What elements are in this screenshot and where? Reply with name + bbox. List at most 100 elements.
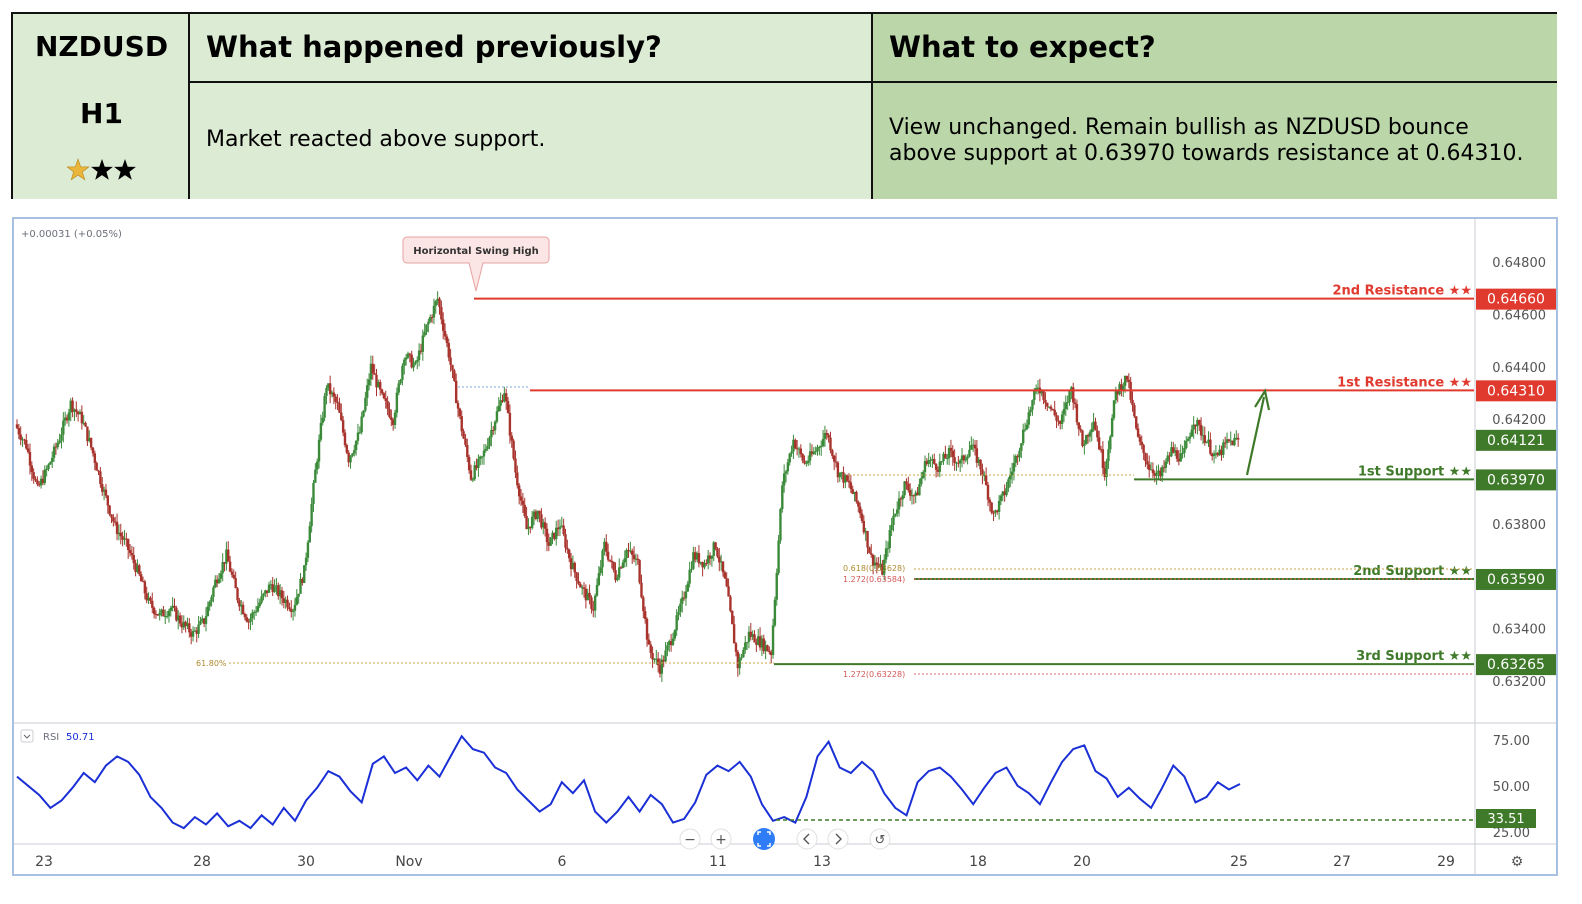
time-tick: 27 (1333, 854, 1351, 870)
candle-body (238, 600, 241, 607)
candle-body (52, 446, 56, 458)
candle-body (249, 618, 252, 622)
candle-body (957, 462, 960, 464)
candle-body (236, 588, 239, 601)
candle-body (890, 524, 893, 531)
candle-body (278, 590, 282, 597)
candle-body (1055, 415, 1058, 421)
candle-body (884, 548, 888, 560)
candle-body (51, 457, 54, 463)
callout-pointer (468, 262, 484, 292)
candle-body (225, 549, 228, 564)
candle-body (139, 574, 143, 582)
candle-body (907, 483, 910, 491)
candle-body (749, 631, 752, 637)
candle-body (1103, 468, 1106, 478)
price-chart[interactable]: +0.00031 (+0.05%) 2nd Resistance ★★ 1st R… (12, 217, 1558, 876)
scroll-right-button[interactable] (827, 828, 849, 850)
zoom-in-button[interactable] (710, 828, 732, 850)
zoom-out-button[interactable] (679, 828, 701, 850)
candle-body (280, 590, 284, 599)
candle-body (143, 581, 147, 594)
candle-body (299, 578, 302, 594)
candle-body (89, 437, 93, 448)
candle-body (460, 416, 463, 432)
candle-body (753, 634, 756, 643)
candle-body (406, 353, 410, 358)
candle-body (230, 571, 234, 575)
rsi-marker-tag (1476, 809, 1536, 828)
candle-body (247, 621, 250, 623)
candle-body (158, 612, 161, 616)
candle-body (1125, 375, 1129, 380)
candle-body (964, 458, 967, 461)
candle-body (623, 558, 626, 563)
candle-body (188, 623, 191, 633)
candle-body (853, 491, 856, 494)
candle-body (590, 597, 593, 609)
candle-body (703, 563, 706, 568)
candle-body (30, 465, 34, 473)
candle-body (386, 401, 389, 410)
candle-body (671, 638, 675, 645)
candle-body (490, 429, 493, 438)
candle-body (429, 317, 432, 322)
rating-stars (67, 158, 136, 181)
reset-scale-button[interactable] (753, 828, 775, 850)
candle-body (451, 364, 454, 371)
candle-body (210, 596, 213, 602)
expect-title: What to expect? (889, 30, 1156, 64)
candle-body (1042, 391, 1045, 400)
candle-body (816, 447, 819, 452)
candle-body (577, 580, 580, 584)
candle-body (397, 383, 400, 393)
candle-body (545, 528, 549, 543)
candle-body (732, 624, 736, 644)
candle-body (1083, 444, 1086, 446)
price-tag-box (1476, 654, 1556, 676)
candle-body (871, 554, 875, 566)
candle-body (102, 489, 106, 492)
candle-body (1079, 428, 1082, 431)
candle-body (599, 567, 602, 574)
candle-body (562, 525, 565, 535)
candle-body (997, 500, 1001, 512)
price-tag-value: 0.64660 (1487, 292, 1545, 308)
candle-body (123, 538, 126, 540)
candle-body (240, 604, 243, 607)
candle-body (475, 465, 478, 468)
candle-body (338, 403, 341, 413)
scroll-left-button[interactable] (796, 828, 818, 850)
time-tick: 11 (709, 854, 727, 870)
candle-body (110, 514, 113, 518)
candle-body (894, 513, 897, 516)
candle-body (534, 511, 538, 519)
chart-svg[interactable]: +0.00031 (+0.05%) 2nd Resistance ★★ 1st R… (14, 219, 1556, 874)
candle-body (99, 471, 102, 485)
rsi-collapse-button[interactable] (20, 729, 34, 743)
candle-body (334, 396, 337, 402)
candle-body (275, 585, 278, 587)
reset-button[interactable] (869, 828, 891, 850)
candle-body (410, 354, 413, 368)
candle-body (73, 409, 76, 412)
candle-body (395, 392, 399, 413)
candle-body (462, 431, 465, 439)
candle-body (101, 484, 104, 492)
levels-group: 2nd Resistance ★★ 1st Resistance ★★ 1st Su… (474, 284, 1474, 666)
candle-body (1049, 406, 1053, 410)
candle-body (308, 526, 311, 543)
candle-body (378, 382, 382, 390)
settings-gear-icon[interactable]: ⚙ (1511, 854, 1524, 870)
candle-body (128, 549, 132, 553)
candle-body (232, 574, 236, 579)
candle-body (377, 382, 380, 388)
candles-group (15, 291, 1240, 682)
candle-body (1066, 402, 1069, 404)
candle-body (542, 522, 545, 528)
candle-body (1099, 449, 1103, 451)
time-tick: 28 (193, 854, 211, 870)
candle-body (165, 615, 169, 617)
candle-body (58, 440, 61, 443)
candle-body (1009, 475, 1012, 480)
